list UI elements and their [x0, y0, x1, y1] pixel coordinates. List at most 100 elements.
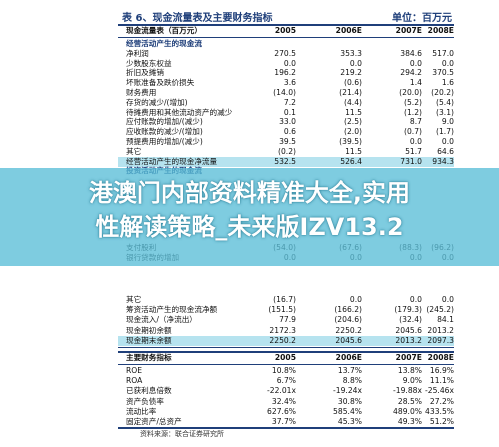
table-row: 净利润 270.5 353.3 384.6 517.0 [118, 49, 454, 59]
header-label: 现金流量表（百万元） [126, 26, 202, 35]
row-value: 2250.2 [335, 326, 362, 335]
row-value: 2045.6 [335, 336, 362, 345]
row-label: 其它 [126, 147, 142, 156]
ratio-value: 433.5% [425, 407, 454, 416]
table-row: 其它 (16.7) 0.0 0.0 0.0 [118, 295, 454, 305]
row-label: 坏账准备及跌价损失 [126, 78, 195, 87]
row-value: 2045.6 [395, 326, 422, 335]
table-row: 经营活动产生的现金净流量 532.5 526.4 731.0 934.3 [118, 157, 454, 167]
ratio-row: 资产负债率 32.4% 30.8% 28.5% 27.2% [118, 397, 454, 407]
row-value: (5.4) [435, 98, 454, 107]
row-value: 8.7 [409, 117, 422, 126]
row-value: 0.0 [441, 137, 454, 146]
ratio-value: 28.5% [397, 397, 422, 406]
ratio-value: 585.4% [333, 407, 362, 416]
ratio-value: 30.8% [337, 397, 362, 406]
table-row: 应付账款的增加/(减少) 33.0 (2.5) 8.7 9.0 [118, 117, 454, 127]
table-header-row: 现金流量表（百万元） 2005 2006E 2007E 2008E [118, 26, 454, 36]
row-value: 84.1 [437, 315, 454, 324]
ratio-value: 51.2% [429, 417, 454, 426]
ratio-value: 27.2% [429, 397, 454, 406]
row-value: (20.0) [399, 88, 422, 97]
ratio-value: 32.4% [271, 397, 296, 406]
ratios-bottom-rule [118, 427, 454, 429]
row-value: 0.0 [409, 59, 422, 68]
row-value: 526.4 [340, 157, 362, 166]
ratio-value: 10.8% [271, 366, 296, 375]
table-row: 坏账准备及跌价损失 3.6 (0.6) 1.4 1.6 [118, 78, 454, 88]
table-row: 筹资活动产生的现金流净额 (151.5) (166.2) (179.3) (245.2) [118, 305, 454, 315]
ratio-label: 已获利息倍数 [126, 386, 172, 395]
ratios-header-label: 主要财务指标 [126, 353, 172, 362]
row-value: 1.4 [409, 78, 422, 87]
ratios-header-row: 主要财务指标 2005 2006E 2007E 2008E [118, 353, 454, 363]
ratios-header-col: 2007E [395, 353, 422, 362]
row-value: (21.4) [339, 88, 362, 97]
ratio-label: ROE [126, 366, 143, 375]
row-value: 0.1 [283, 108, 296, 117]
cashflow-bottom-rule [118, 347, 454, 348]
row-value: (16.7) [273, 295, 296, 304]
row-value: 2172.3 [269, 326, 296, 335]
ratio-value: 627.6% [267, 407, 296, 416]
table-row: 少数股东权益 0.0 0.0 0.0 0.0 [118, 59, 454, 69]
row-value: (14.0) [273, 88, 296, 97]
ratio-row: ROE 10.8% 13.7% 13.8% 16.9% [118, 366, 454, 376]
ratio-value: 13.7% [337, 366, 362, 375]
row-value: 9.0 [441, 117, 454, 126]
header-col: 2006E [335, 26, 362, 35]
row-value: (3.1) [435, 108, 454, 117]
row-value: (166.2) [334, 305, 362, 314]
row-label: 待摊费用和其他流动资产的减少 [126, 108, 233, 117]
row-label: 折旧及摊销 [126, 68, 164, 77]
table-row: 经营活动产生的现金流 [118, 39, 454, 49]
table-title-row: 表 6、现金流量表及主要财务指标 单位：百万元 [118, 9, 454, 24]
ratio-value: 37.7% [271, 417, 296, 426]
row-value: 64.6 [437, 147, 454, 156]
row-value: (2.0) [343, 127, 362, 136]
row-value: 77.9 [279, 315, 296, 324]
row-label: 经营活动产生的现金净流量 [126, 157, 218, 166]
table-row: 折旧及摊销 196.2 219.2 294.2 370.5 [118, 68, 454, 78]
row-label: 预提费用的增加/(减少) [126, 137, 203, 146]
ratio-label: ROA [126, 376, 143, 385]
row-value: (0.7) [403, 127, 422, 136]
row-value: 0.0 [283, 59, 296, 68]
ratio-value: 13.8% [397, 366, 422, 375]
row-value: (1.7) [435, 127, 454, 136]
row-value: 11.5 [345, 147, 362, 156]
row-value: 0.0 [409, 295, 422, 304]
row-value: 731.0 [400, 157, 422, 166]
row-value: (0.6) [343, 78, 362, 87]
row-value: (0.2) [277, 147, 296, 156]
table-row: 财务费用 (14.0) (21.4) (20.0) (20.2) [118, 88, 454, 98]
ratio-value: 45.3% [337, 417, 362, 426]
title-rule [118, 24, 454, 26]
row-label: 应收账款的减少/(增加) [126, 127, 203, 136]
source-note: 资料来源：联合证券研究所 [140, 430, 224, 438]
ratio-value: 11.1% [429, 376, 454, 385]
row-value: (32.4) [399, 315, 422, 324]
row-value: 219.2 [340, 68, 362, 77]
header-rule [118, 37, 454, 38]
ratios-header-col: 2005 [274, 353, 296, 362]
ratios-header-rule [118, 364, 454, 365]
row-label: 现金期末余额 [126, 336, 172, 345]
row-label: 筹资活动产生的现金流净额 [126, 305, 218, 314]
row-value: (2.5) [343, 117, 362, 126]
overlay-line-2: 性解读策略_未来版IZV13.2 [95, 213, 404, 241]
row-value: 384.6 [400, 49, 422, 58]
row-label: 现金期初余额 [126, 326, 172, 335]
overlay-line-1: 港澳门内部资料精准大全,实用 [88, 179, 411, 207]
row-value: (4.4) [343, 98, 362, 107]
row-label: 财务费用 [126, 88, 157, 97]
ratios-top-rule [118, 351, 454, 353]
table-row: 现金期初余额 2172.3 2250.2 2045.6 2013.2 [118, 326, 454, 336]
table-row: 现金期末余额 2250.2 2045.6 2013.2 2097.3 [118, 336, 454, 346]
ratio-value: -19.24x [333, 386, 362, 395]
ratio-row: 固定资产/总资产 37.7% 45.3% 49.3% 51.2% [118, 417, 454, 427]
ratio-value: 49.3% [397, 417, 422, 426]
overlay-banner [0, 168, 499, 266]
table-row: 预提费用的增加/(减少) 39.5 (39.5) 0.0 0.0 [118, 137, 454, 147]
row-value: 270.5 [274, 49, 296, 58]
